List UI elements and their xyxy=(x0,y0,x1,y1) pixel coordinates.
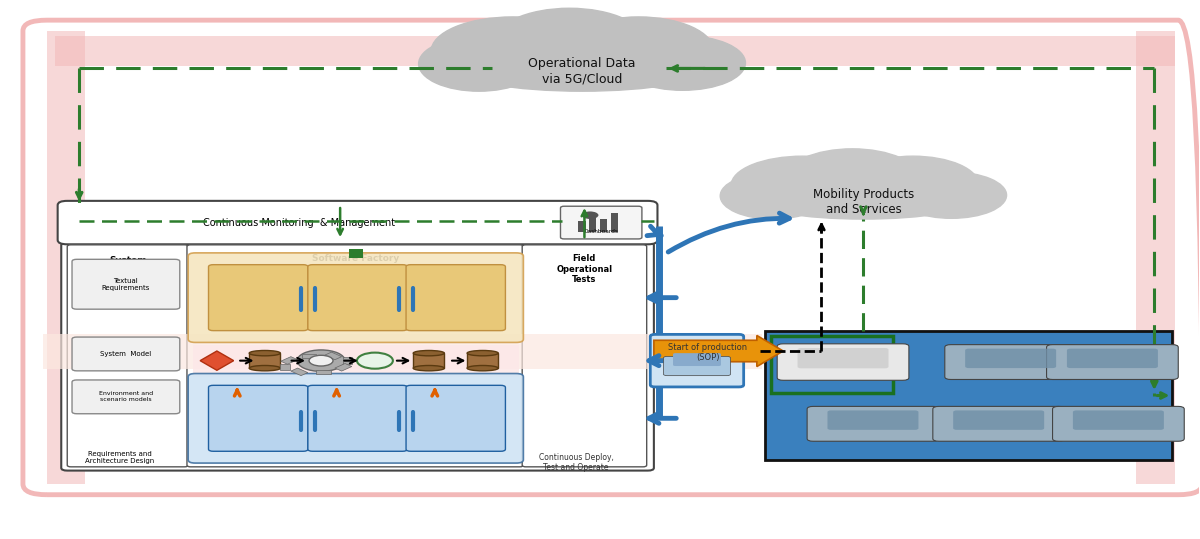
Circle shape xyxy=(310,355,334,366)
Text: Continuous Monitoring  & Management: Continuous Monitoring & Management xyxy=(204,218,396,227)
Bar xyxy=(43,334,762,369)
Text: Field
Operational
Tests: Field Operational Tests xyxy=(557,254,612,284)
FancyBboxPatch shape xyxy=(406,265,505,330)
Ellipse shape xyxy=(847,156,979,214)
Ellipse shape xyxy=(413,350,444,356)
Text: Software Factory: Software Factory xyxy=(312,254,398,264)
Bar xyxy=(302,354,317,358)
Ellipse shape xyxy=(754,181,973,219)
FancyBboxPatch shape xyxy=(1073,410,1164,430)
FancyBboxPatch shape xyxy=(828,410,918,430)
Bar xyxy=(600,219,607,232)
Text: Environment and
scenario models: Environment and scenario models xyxy=(98,391,152,402)
Bar xyxy=(325,352,342,360)
FancyBboxPatch shape xyxy=(308,265,407,330)
Bar xyxy=(342,357,352,364)
FancyBboxPatch shape xyxy=(560,206,642,239)
FancyBboxPatch shape xyxy=(798,348,888,368)
FancyArrow shape xyxy=(654,335,784,367)
Text: Continuous Deploy,
Test and Operate: Continuous Deploy, Test and Operate xyxy=(539,453,613,472)
FancyBboxPatch shape xyxy=(72,380,180,414)
Bar xyxy=(55,36,1175,66)
Circle shape xyxy=(356,353,392,369)
Ellipse shape xyxy=(467,350,498,356)
Polygon shape xyxy=(200,351,234,370)
FancyBboxPatch shape xyxy=(522,245,647,467)
Bar xyxy=(290,368,307,376)
Bar xyxy=(317,370,331,374)
FancyBboxPatch shape xyxy=(1052,406,1184,441)
Bar xyxy=(413,353,444,368)
Ellipse shape xyxy=(720,173,826,219)
Ellipse shape xyxy=(784,149,920,211)
Bar xyxy=(1136,31,1175,484)
Bar xyxy=(250,353,281,368)
FancyBboxPatch shape xyxy=(209,385,308,451)
FancyBboxPatch shape xyxy=(808,406,938,441)
Ellipse shape xyxy=(456,46,708,91)
FancyBboxPatch shape xyxy=(58,201,658,244)
FancyBboxPatch shape xyxy=(953,410,1044,430)
Bar xyxy=(589,216,596,232)
FancyBboxPatch shape xyxy=(664,356,731,376)
Bar xyxy=(467,353,498,368)
Text: Dashboards: Dashboards xyxy=(583,229,619,234)
Bar xyxy=(47,31,85,484)
Ellipse shape xyxy=(492,8,648,81)
Text: Mobility Products
and Services: Mobility Products and Services xyxy=(812,189,914,217)
FancyBboxPatch shape xyxy=(61,243,654,471)
FancyBboxPatch shape xyxy=(778,344,908,381)
FancyBboxPatch shape xyxy=(188,374,523,463)
Ellipse shape xyxy=(731,156,875,214)
Text: Start of production
(SOP): Start of production (SOP) xyxy=(668,343,748,362)
Bar xyxy=(611,213,618,232)
Ellipse shape xyxy=(413,365,444,371)
FancyBboxPatch shape xyxy=(944,344,1076,379)
Text: System  Model: System Model xyxy=(101,351,151,357)
Ellipse shape xyxy=(250,365,281,371)
FancyBboxPatch shape xyxy=(72,259,180,309)
Circle shape xyxy=(582,211,599,219)
FancyBboxPatch shape xyxy=(1046,344,1178,379)
Bar xyxy=(193,344,518,377)
Ellipse shape xyxy=(250,350,281,356)
Bar xyxy=(335,363,352,371)
FancyBboxPatch shape xyxy=(965,349,1056,368)
Ellipse shape xyxy=(419,37,539,91)
Bar xyxy=(772,336,893,393)
FancyBboxPatch shape xyxy=(67,245,188,467)
FancyBboxPatch shape xyxy=(650,334,744,387)
FancyBboxPatch shape xyxy=(932,406,1064,441)
Ellipse shape xyxy=(563,17,714,85)
Bar xyxy=(578,221,586,232)
Ellipse shape xyxy=(619,36,745,91)
FancyBboxPatch shape xyxy=(1067,349,1158,368)
FancyBboxPatch shape xyxy=(72,337,180,371)
Ellipse shape xyxy=(431,17,595,85)
FancyBboxPatch shape xyxy=(188,253,523,342)
Bar xyxy=(281,357,298,364)
FancyBboxPatch shape xyxy=(209,265,308,330)
FancyBboxPatch shape xyxy=(187,245,523,467)
Bar xyxy=(281,364,290,370)
FancyBboxPatch shape xyxy=(673,353,721,366)
Bar xyxy=(348,248,362,258)
Text: Requirements and
Architecture Design: Requirements and Architecture Design xyxy=(85,451,155,464)
Text: System
Engineering: System Engineering xyxy=(97,256,158,275)
Ellipse shape xyxy=(467,365,498,371)
Circle shape xyxy=(298,350,344,371)
FancyBboxPatch shape xyxy=(308,385,407,451)
Ellipse shape xyxy=(896,172,1007,218)
Text: Operational Data
via 5G/Cloud: Operational Data via 5G/Cloud xyxy=(528,57,636,85)
Text: Textual
Requirements: Textual Requirements xyxy=(102,278,150,291)
Bar xyxy=(766,331,1172,460)
FancyBboxPatch shape xyxy=(406,385,505,451)
